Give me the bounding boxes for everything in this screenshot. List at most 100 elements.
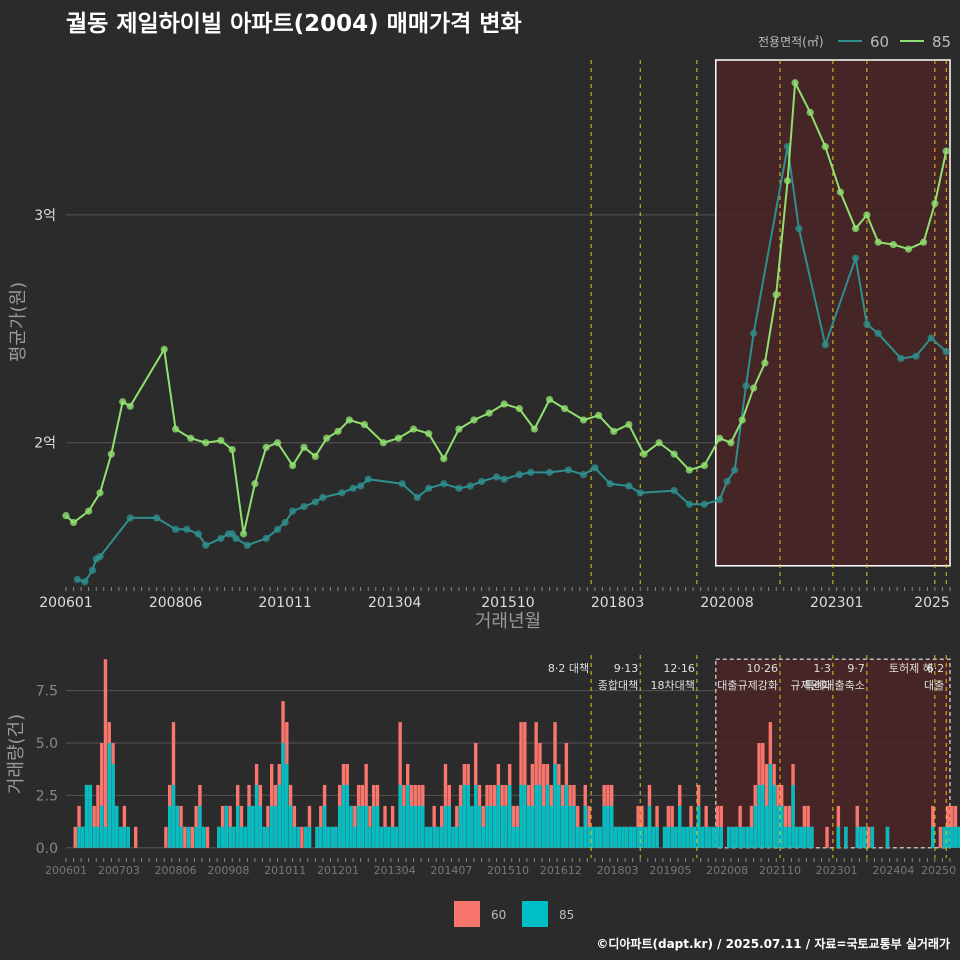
legend-swatch-85 (522, 901, 548, 927)
bar-85 (644, 826, 648, 848)
bar-85 (375, 805, 380, 848)
bar-85 (228, 826, 232, 848)
data-point-60 (425, 484, 433, 492)
data-point-60 (300, 502, 308, 511)
x-tick-label: 202110 (759, 864, 801, 877)
data-point-85 (715, 434, 724, 442)
policy-label: 9·13 (614, 662, 639, 675)
data-point-85 (187, 434, 195, 442)
data-point-85 (806, 108, 814, 116)
legends: 전용면적(㎡) 60 85 60 85 (454, 33, 951, 927)
policy-label: 종합대책 (598, 679, 638, 692)
policy-label: 1·3 (813, 662, 831, 675)
bar-85 (122, 826, 127, 848)
bar-85 (772, 784, 776, 848)
bar-85 (202, 826, 206, 848)
data-point-60 (364, 475, 372, 483)
data-point-60 (942, 348, 950, 356)
bar-85 (232, 826, 236, 848)
policy-label: 토허제 해 (889, 661, 933, 675)
bar-85 (534, 784, 538, 848)
y-tick-label: 0.0 (36, 841, 58, 857)
bar-85 (319, 826, 323, 848)
bar-85 (372, 805, 376, 848)
data-point-85 (171, 425, 180, 433)
data-point-85 (470, 416, 478, 424)
data-point-60 (863, 320, 871, 328)
legend-label-60: 60 (491, 908, 506, 922)
policy-label: 규제완화 (790, 679, 830, 692)
bar-85 (942, 826, 946, 848)
data-point-60 (273, 525, 282, 533)
bar-60 (542, 763, 546, 848)
bar-85 (587, 826, 591, 848)
bar-85 (621, 826, 625, 848)
bar-85 (591, 826, 595, 848)
data-point-60 (606, 480, 614, 488)
bar-85 (628, 826, 633, 848)
x-tick-label: 202008 (700, 595, 753, 611)
data-point-85 (561, 404, 569, 413)
policy-label: 10·26 (747, 662, 779, 675)
bar-85 (485, 805, 489, 848)
bar-85 (443, 805, 448, 848)
bar-85 (542, 805, 546, 848)
bar-85 (462, 784, 467, 848)
bar-85 (428, 826, 433, 848)
bar-85 (617, 826, 621, 848)
bar-60 (300, 826, 304, 848)
data-point-85 (300, 443, 308, 451)
data-point-85 (62, 512, 70, 520)
data-point-85 (119, 398, 127, 406)
policy-label: 대출 (924, 679, 944, 692)
bar-60 (825, 826, 829, 848)
data-point-85 (772, 291, 780, 299)
bar-85 (568, 805, 572, 848)
y-tick-label: 2억 (34, 436, 56, 452)
bar-85 (662, 826, 667, 848)
data-point-60 (357, 482, 365, 490)
data-point-85 (440, 455, 448, 463)
y-axis-title: 거래량(건) (6, 714, 27, 794)
x-tick-label: 200703 (98, 864, 140, 877)
bar-85 (708, 826, 712, 848)
data-point-60 (289, 507, 297, 515)
bar-85 (504, 805, 508, 848)
bar-85 (738, 826, 742, 848)
bar-85 (787, 826, 791, 848)
bar-85 (564, 784, 569, 848)
bar-85 (100, 805, 104, 848)
data-point-60 (311, 498, 319, 506)
bar-60 (443, 763, 448, 848)
bar-85 (715, 826, 720, 848)
bar-85 (217, 826, 221, 848)
bar-85 (610, 805, 614, 848)
bar-85 (292, 826, 297, 848)
data-point-85 (289, 461, 297, 470)
bar-85 (836, 826, 841, 848)
bar-85 (640, 826, 644, 848)
bar-85 (795, 826, 799, 848)
bar-85 (719, 826, 723, 848)
data-point-85 (394, 434, 403, 442)
bar-85 (674, 826, 678, 848)
bar-85 (496, 784, 501, 848)
bar-85 (402, 805, 406, 848)
bar-85 (360, 805, 365, 848)
bar-85 (681, 826, 686, 848)
bar-85 (946, 826, 950, 848)
bar-85 (126, 826, 130, 848)
x-tick-label: 201304 (368, 595, 422, 611)
data-point-60 (493, 473, 501, 481)
bar-85 (602, 805, 606, 848)
bar-85 (802, 826, 807, 848)
bar-85 (304, 826, 308, 848)
data-point-60 (723, 477, 731, 486)
bar-85 (455, 826, 459, 848)
bar-85 (258, 805, 263, 848)
bar-60 (100, 743, 104, 848)
x-tick-label: 200806 (149, 595, 203, 611)
bar-85 (341, 784, 346, 848)
bar-85 (413, 805, 417, 848)
bar-85 (776, 805, 780, 848)
